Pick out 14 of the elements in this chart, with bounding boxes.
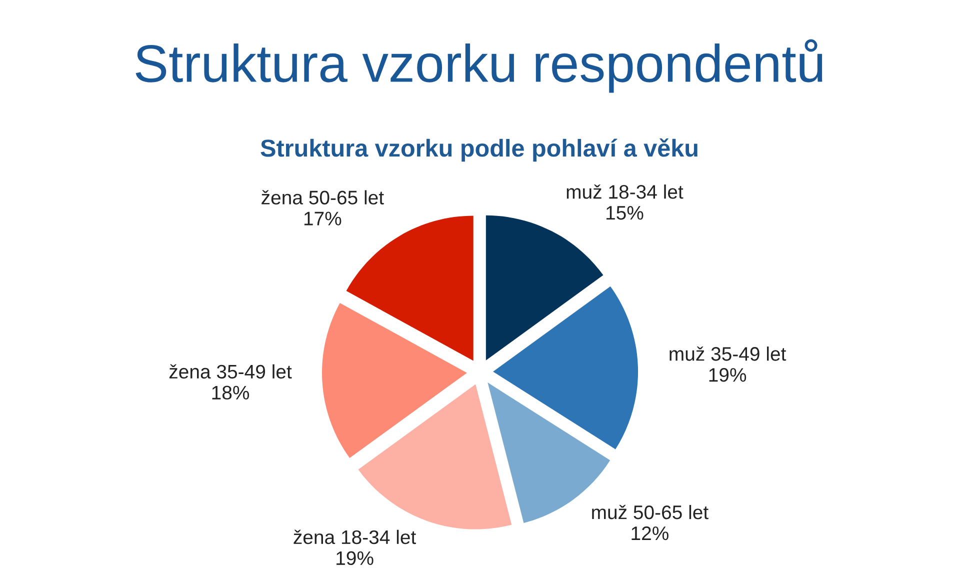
slice-label: žena 35-49 let [169, 364, 292, 379]
slice-label: žena 18-34 let [294, 530, 416, 544]
data-label: 18% [212, 386, 250, 400]
chart-subtitle: Struktura vzorku podle pohlaví a věku [260, 138, 698, 162]
data-label: 17% [304, 212, 342, 226]
chart-title: Struktura vzorku respondentů [136, 39, 822, 93]
slice-label: žena 50-65 let [262, 190, 384, 204]
data-label: 19% [336, 551, 374, 566]
slice-label: muž 50-65 let [592, 504, 708, 520]
slice-label: muž 18-34 let [566, 184, 684, 199]
data-label: 19% [709, 368, 746, 382]
data-label: 15% [606, 206, 644, 220]
data-label: 12% [632, 526, 668, 540]
slice-label: muž 35-49 let [670, 346, 786, 361]
